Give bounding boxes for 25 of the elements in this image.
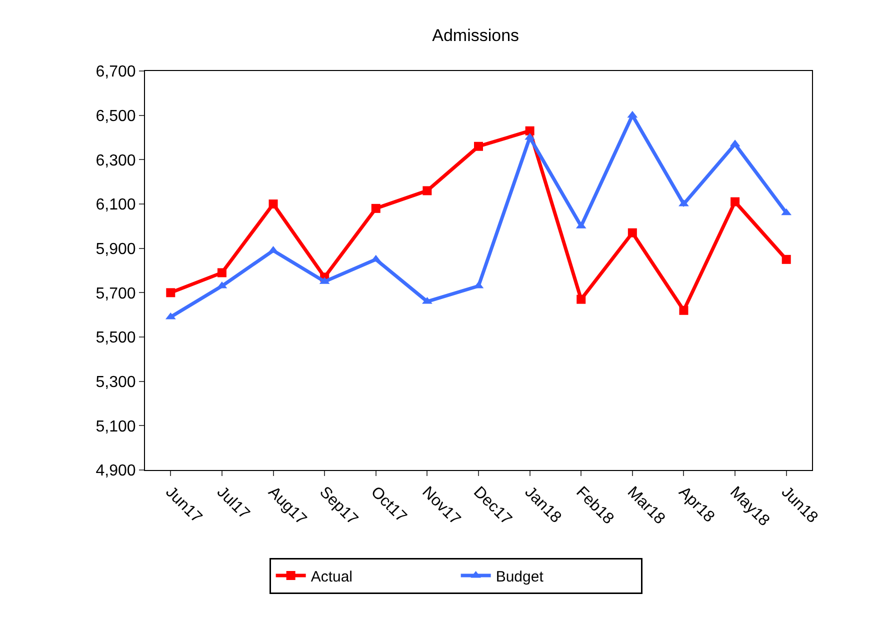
point [474, 142, 483, 151]
point [628, 228, 637, 238]
y-tick-label: 5,100 [96, 418, 136, 436]
y-tick-label: 6,700 [96, 64, 136, 81]
y-tick-label: 6,500 [96, 108, 136, 125]
point [268, 200, 278, 208]
point [576, 294, 586, 304]
y-tick-label: 6,300 [96, 152, 136, 170]
point [782, 254, 791, 264]
point [525, 126, 534, 136]
chart-title: Admissions [432, 26, 520, 45]
legend-label: Budget [496, 568, 544, 586]
point [166, 288, 176, 298]
y-tick-label: 5,500 [96, 330, 136, 347]
y-tick-label: 5,700 [96, 285, 136, 302]
y-tick-label: 5,900 [96, 240, 136, 258]
point [679, 306, 688, 315]
y-tick-label: 6,100 [96, 196, 136, 214]
point [371, 204, 380, 213]
point [422, 186, 432, 196]
point [217, 268, 226, 278]
y-tick-label: 4,900 [96, 462, 136, 480]
legend-label: Actual [310, 568, 353, 586]
y-tick-label: 5,300 [96, 374, 136, 391]
point [730, 197, 740, 206]
